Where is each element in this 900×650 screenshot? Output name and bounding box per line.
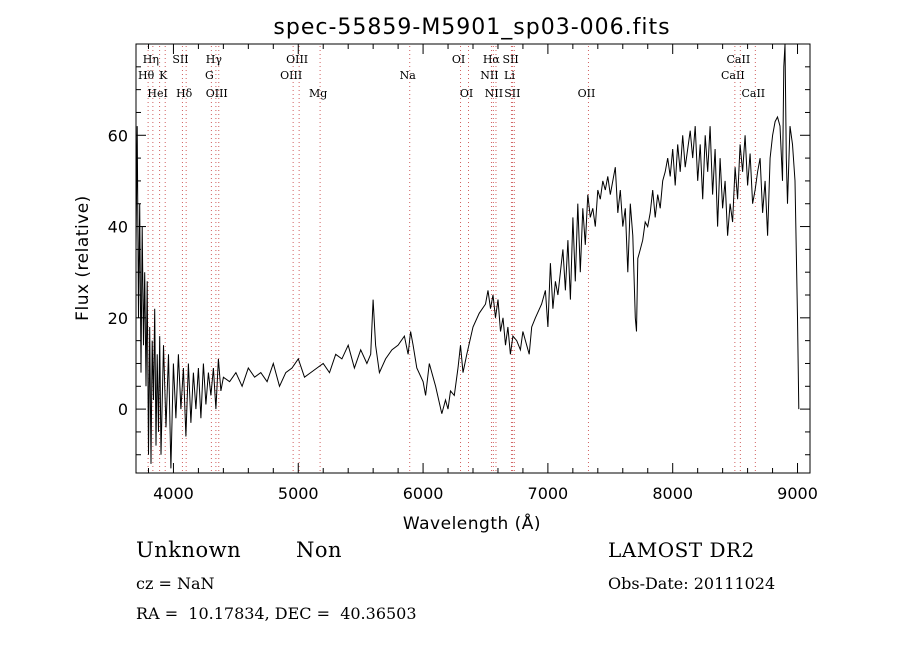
y-axis-label: Flux (relative) xyxy=(73,195,93,321)
ra-dec-coordinates: RA = 10.17834, DEC = 40.36503 xyxy=(136,604,417,623)
line-label-10: OIII xyxy=(280,69,302,82)
line-label-5: Hδ xyxy=(176,87,193,100)
x-tick-label: 8000 xyxy=(652,484,693,503)
x-tick-label: 9000 xyxy=(777,484,818,503)
line-label-22: CaII xyxy=(727,53,751,66)
line-label-6: Hγ xyxy=(206,53,223,66)
line-label-18: Li xyxy=(504,69,515,82)
x-axis-label: Wavelength (Å) xyxy=(403,512,541,534)
object-class: Unknown xyxy=(136,538,242,562)
chart-title: spec-55859-M5901_sp03-006.fits xyxy=(273,15,670,40)
spectral-line-markers xyxy=(147,46,756,473)
observation-date: Obs-Date: 20111024 xyxy=(608,574,776,593)
line-label-17: NII xyxy=(480,69,498,82)
line-label-19: NII xyxy=(485,87,503,100)
line-label-3: HeI xyxy=(147,87,167,100)
line-label-16: SII xyxy=(502,53,518,66)
x-tick-label: 6000 xyxy=(403,484,444,503)
x-tick-label: 7000 xyxy=(528,484,569,503)
line-label-21: OII xyxy=(578,87,596,100)
line-label-13: OI xyxy=(452,53,465,66)
line-label-15: Hα xyxy=(483,53,501,66)
spectrum-series-line xyxy=(135,43,800,469)
line-label-12: Na xyxy=(400,69,417,82)
x-tick-label: 4000 xyxy=(153,484,194,503)
y-tick-label: 60 xyxy=(108,126,128,145)
survey-name: LAMOST DR2 xyxy=(608,538,755,562)
y-tick-label: 0 xyxy=(118,400,128,419)
line-label-7: G xyxy=(205,69,214,82)
line-label-20: SII xyxy=(504,87,520,100)
y-tick-label: 40 xyxy=(108,218,128,237)
line-label-14: OI xyxy=(460,87,473,100)
y-tick-label: 20 xyxy=(108,309,128,328)
object-subclass: Non xyxy=(296,538,343,562)
line-label-23: CaII xyxy=(721,69,745,82)
line-label-8: OIII xyxy=(206,87,228,100)
x-axis-ticks: 4000 5000 6000 7000 8000 9000 xyxy=(147,44,818,503)
line-label-9: OIII xyxy=(286,53,308,66)
redshift-cz: cz = NaN xyxy=(136,574,215,593)
line-label-11: Mg xyxy=(309,87,327,100)
plot-frame xyxy=(135,43,811,474)
line-label-2: K xyxy=(159,69,168,82)
line-label-4: SII xyxy=(172,53,188,66)
line-label-0: Hη xyxy=(143,53,159,66)
x-tick-label: 5000 xyxy=(278,484,319,503)
line-label-1: Hθ xyxy=(138,69,155,82)
line-label-24: CaII xyxy=(741,87,765,100)
y-axis-ticks: 0 20 40 60 xyxy=(108,43,810,456)
